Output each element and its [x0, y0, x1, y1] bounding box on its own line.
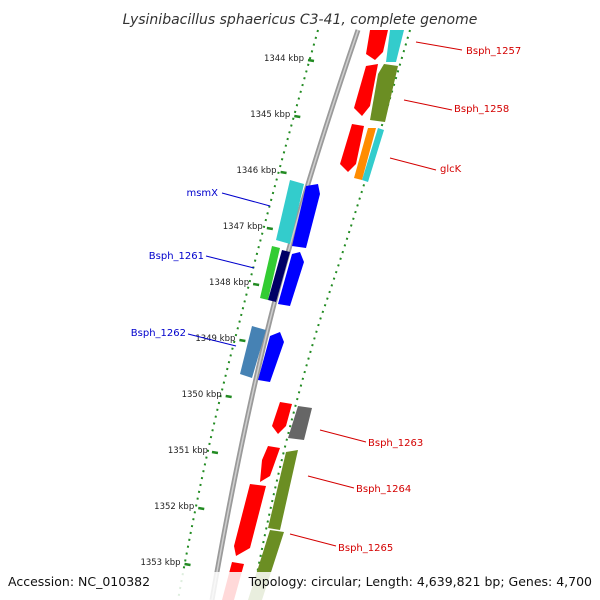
label-bsph-1264[interactable]: Bsph_1264	[356, 484, 411, 495]
gene-labels: Bsph_1257 Bsph_1258 glcK msmX Bsph_1261 …	[131, 41, 521, 554]
gene-cyan[interactable]	[362, 128, 384, 182]
gene-cyan[interactable]	[276, 180, 304, 244]
gene-blue[interactable]	[258, 332, 284, 382]
label-bsph-1258[interactable]: Bsph_1258	[454, 104, 509, 115]
gene-red[interactable]	[366, 30, 388, 60]
label-glck[interactable]: glcK	[440, 164, 462, 175]
kbp-tick-label: 1347 kbp	[223, 222, 263, 232]
kbp-tick-label: 1344 kbp	[264, 54, 304, 64]
gene-blue[interactable]	[292, 184, 320, 248]
kbp-tick	[211, 450, 219, 455]
kbp-tick	[198, 506, 205, 511]
gene-gray[interactable]	[288, 406, 312, 440]
kbp-tick	[239, 338, 246, 343]
gene-navy[interactable]	[268, 250, 290, 302]
gene-olive[interactable]	[268, 450, 298, 530]
gene-red[interactable]	[354, 64, 378, 116]
kbp-tick-label: 1350 kbp	[182, 390, 222, 400]
label-bsph-1262[interactable]: Bsph_1262	[131, 328, 186, 339]
gene-orange[interactable]	[354, 128, 376, 180]
label-bsph-1261[interactable]: Bsph_1261	[149, 251, 204, 262]
gene-cyan[interactable]	[386, 30, 404, 62]
inner-dotted-ring	[177, 29, 319, 600]
label-msmx[interactable]: msmX	[186, 188, 218, 199]
gene-olive[interactable]	[370, 64, 398, 122]
gene-blue[interactable]	[278, 252, 304, 306]
backbone	[209, 29, 361, 600]
kbp-tick	[294, 114, 301, 119]
gene-steelblue[interactable]	[240, 326, 266, 378]
kbp-tick-label: 1346 kbp	[236, 166, 276, 176]
gene-green[interactable]	[260, 246, 280, 300]
label-bsph-1257[interactable]: Bsph_1257	[466, 46, 521, 57]
map-title: Lysinibacillus sphaericus C3-41, complet…	[123, 12, 478, 28]
kbp-tick	[252, 282, 260, 287]
kbp-tick-label: 1353 kbp	[140, 558, 180, 568]
kbp-tick	[307, 58, 315, 63]
gene-red[interactable]	[234, 484, 266, 556]
label-bsph-1263[interactable]: Bsph_1263	[368, 438, 423, 449]
kbp-tick-label: 1345 kbp	[250, 110, 290, 120]
kbp-tick-label: 1348 kbp	[209, 278, 249, 288]
kbp-tick	[280, 170, 287, 175]
kbp-ticks: 1344 kbp 1345 kbp 1346 kbp 1347 kbp 1348 kbp…	[140, 54, 315, 568]
gene-red[interactable]	[272, 402, 292, 434]
footer-accession: Accession: NC_010382	[8, 574, 150, 589]
footer-topology: Topology: circular; Length: 4,639,821 bp…	[248, 574, 592, 589]
kbp-tick	[266, 226, 274, 231]
label-bsph-1265[interactable]: Bsph_1265	[338, 543, 393, 554]
gene-red[interactable]	[260, 446, 280, 482]
kbp-tick-label: 1352 kbp	[154, 502, 194, 512]
gene-red[interactable]	[340, 124, 364, 172]
reverse-genes	[240, 180, 320, 382]
kbp-tick-label: 1349 kbp	[195, 334, 235, 344]
kbp-tick-label: 1351 kbp	[168, 446, 208, 456]
kbp-tick	[225, 394, 232, 399]
kbp-tick	[184, 562, 191, 567]
